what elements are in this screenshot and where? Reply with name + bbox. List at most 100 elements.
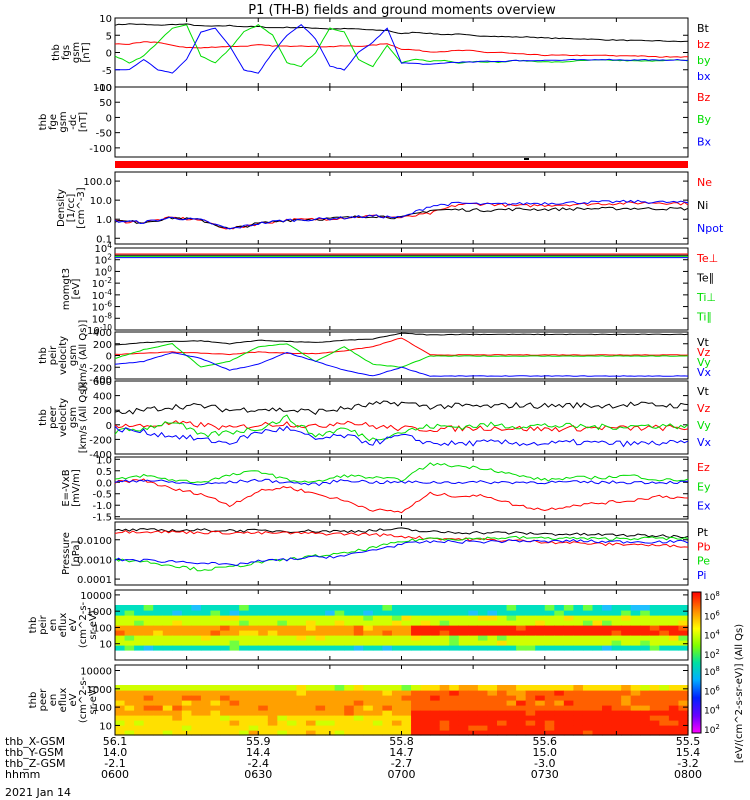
flag-bar-mark [524,158,529,160]
spectrogram-cell [239,695,250,701]
spectrogram-cell [563,690,574,696]
spectrogram-cell [439,620,450,626]
y-tick-label: 5 [106,31,112,42]
spectrogram-cell [439,635,450,641]
spectrogram-cell [659,645,670,651]
y-label-line: (cm^2-s- [78,676,89,723]
spectrogram-cell [630,730,641,736]
spectrogram-cell [181,720,192,726]
xaxis-tick-label: -3.2 [677,757,698,770]
spectrogram-cell [430,620,441,626]
spectrogram-cell [602,705,613,711]
legend-efield-2: Ex [697,500,711,513]
spectrogram-cell [611,625,622,631]
spectrogram-cell [430,715,441,721]
spectrogram-cell [602,625,613,631]
spectrogram-cell [315,710,326,716]
legend-pressure-2: Pe [697,555,710,568]
spectrogram-cell [506,625,517,631]
spectrogram-cell [134,700,145,706]
spectrogram-cell [573,620,584,626]
series-pressure-Pi [114,539,689,567]
spectrogram-cell [115,695,126,701]
legend-vpeir-0: Vt [697,336,710,349]
spectrogram-cell [143,615,154,621]
spectrogram-cell [124,685,135,691]
spectrogram-cell [592,630,603,636]
spectrogram-cell [363,605,374,611]
spectrogram-cell [525,705,536,711]
spectrogram-cell [649,640,660,646]
spectrogram-cell [382,635,393,641]
spectrogram-cell [391,640,403,646]
spectrogram-cell [554,685,565,691]
panel-frame [114,17,689,88]
spectrogram-cell [611,695,622,701]
spectrogram-cell [325,620,336,626]
spectrogram-cell [286,730,298,736]
spectrogram-cell [296,645,307,651]
spectrogram-cell [554,610,565,616]
y-tick-label: -10 [96,83,112,94]
spectrogram-cell [325,720,336,726]
spectrogram-cell [649,645,660,651]
spectrogram-cell [124,630,135,636]
spectrogram-cell [229,705,240,711]
spectrogram-cell [611,700,622,706]
spectrogram-cell [487,610,498,616]
spectrogram-cell [239,615,250,621]
legend-pressure-1: Pb [697,540,711,553]
spectrogram-cell [582,695,594,701]
spectrogram-cell [678,685,689,691]
spectrogram-cell [458,620,469,626]
spectrogram-cell [477,715,489,721]
spectrogram-cell [382,725,393,731]
spectrogram-cell [477,705,489,711]
spectrogram-cell [306,645,317,651]
spectrogram-cell [544,700,555,706]
spectrogram-cell [372,625,383,631]
spectrogram-cell [162,720,173,726]
spectrogram-cell [401,625,412,631]
spectrogram-cell [248,685,259,691]
spectrogram-cell [487,695,498,701]
spectrogram-cell [220,625,231,631]
spectrogram-cell [582,615,594,621]
spectrogram-cell [181,615,192,621]
spectrogram-cell [363,705,374,711]
spectrogram-cell [134,715,145,721]
spectrogram-cell [458,715,469,721]
spectrogram-cell [640,720,651,726]
spectrogram-cell [363,720,374,726]
xaxis-tick-label: 56.1 [103,735,128,748]
spectrogram-cell [277,605,288,611]
spectrogram-cell [439,605,450,611]
spectrogram-cell [248,690,259,696]
spectrogram-cell [344,605,355,611]
spectrogram-cell [239,635,250,641]
spectrogram-cell [325,635,336,641]
spectrogram-cell [391,695,403,701]
spectrogram-cell [162,685,173,691]
spectrogram-cell [621,710,632,716]
spectrogram-cell [525,630,536,636]
spectrogram-cell [640,690,651,696]
spectrogram-cell [325,645,336,651]
spectrogram-cell [668,690,680,696]
spectrogram-cell [430,610,441,616]
spectrogram-cell [458,710,469,716]
spectrogram-cell [535,615,546,621]
spectrogram-cell [200,700,212,706]
spectrogram-cell [315,690,326,696]
spectrogram-cell [143,695,154,701]
spectrogram-cell [296,620,307,626]
spectrogram-cell [200,620,212,626]
series-vpeer-Vy [114,414,689,442]
spectrogram-cell [544,695,555,701]
spectrogram-cell [563,625,574,631]
spectrogram-cell [611,715,622,721]
spectrogram-cell [372,720,383,726]
y-tick-label: 200 [93,340,112,351]
